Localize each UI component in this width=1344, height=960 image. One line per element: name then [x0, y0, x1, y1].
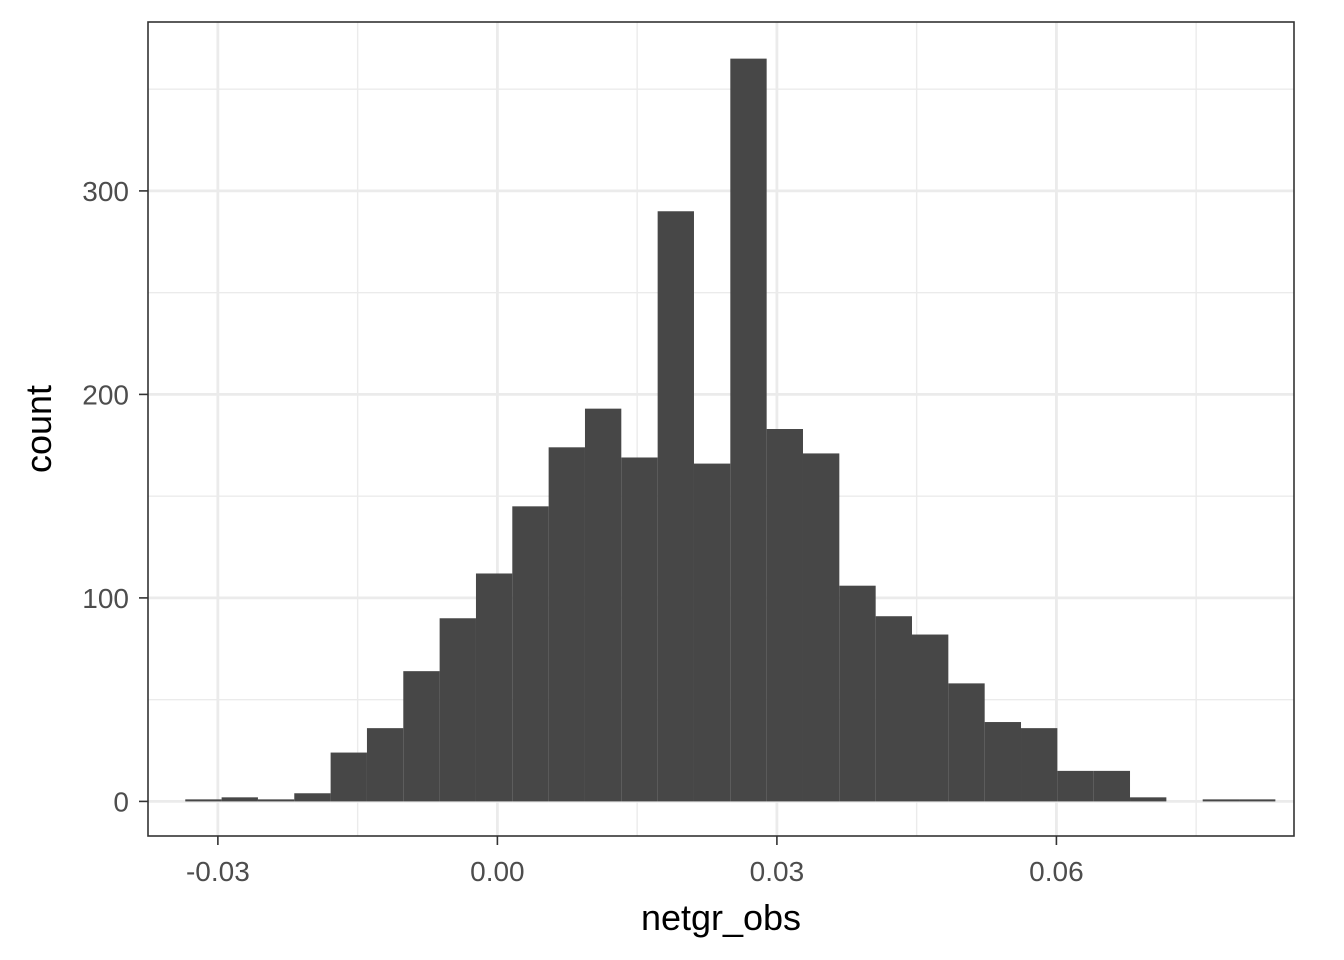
histogram-bar: [621, 457, 658, 802]
histogram-bar: [584, 408, 622, 802]
histogram-bar: [1021, 728, 1058, 802]
histogram-bars: [185, 58, 1276, 802]
y-axis-title: count: [18, 385, 59, 473]
x-tick-label: 0.03: [750, 856, 805, 887]
histogram-bar: [512, 506, 549, 802]
y-tick-label: 300: [82, 176, 129, 207]
histogram-bar: [439, 618, 476, 802]
x-tick-label: 0.06: [1029, 856, 1084, 887]
y-tick-label: 0: [113, 786, 129, 817]
histogram-bar: [185, 799, 222, 802]
histogram-bar: [693, 463, 731, 802]
histogram-bar: [366, 728, 404, 802]
histogram-bar: [548, 447, 585, 802]
histogram-bar: [948, 683, 985, 802]
histogram-bar: [1130, 797, 1167, 802]
histogram-bar: [221, 797, 258, 802]
histogram-bar: [839, 585, 876, 802]
histogram-bar: [1202, 799, 1240, 802]
histogram-bar: [657, 211, 694, 802]
histogram-bar: [875, 616, 912, 802]
x-axis: -0.03 0.00 0.03 0.06: [186, 836, 1084, 887]
y-tick-label: 200: [82, 379, 129, 410]
histogram-bar: [294, 793, 331, 802]
histogram-bar: [1093, 770, 1131, 802]
histogram-bar: [403, 671, 440, 802]
histogram-bar: [912, 634, 949, 802]
x-axis-title: netgr_obs: [641, 897, 801, 938]
histogram-bar: [802, 453, 840, 802]
histogram-bar: [330, 752, 367, 802]
x-tick-label: -0.03: [186, 856, 250, 887]
histogram-bar: [1239, 799, 1276, 802]
plot-panel-border: [147, 21, 1295, 837]
x-tick-label: 0.00: [470, 856, 525, 887]
histogram-bar: [766, 429, 803, 802]
y-tick-label: 100: [82, 583, 129, 614]
histogram-bar: [730, 58, 767, 802]
histogram-bar: [1057, 770, 1094, 802]
y-axis: 0 100 200 300: [82, 176, 148, 817]
histogram-bar: [257, 799, 295, 802]
histogram-bar: [984, 722, 1022, 802]
histogram-bar: [475, 573, 513, 802]
